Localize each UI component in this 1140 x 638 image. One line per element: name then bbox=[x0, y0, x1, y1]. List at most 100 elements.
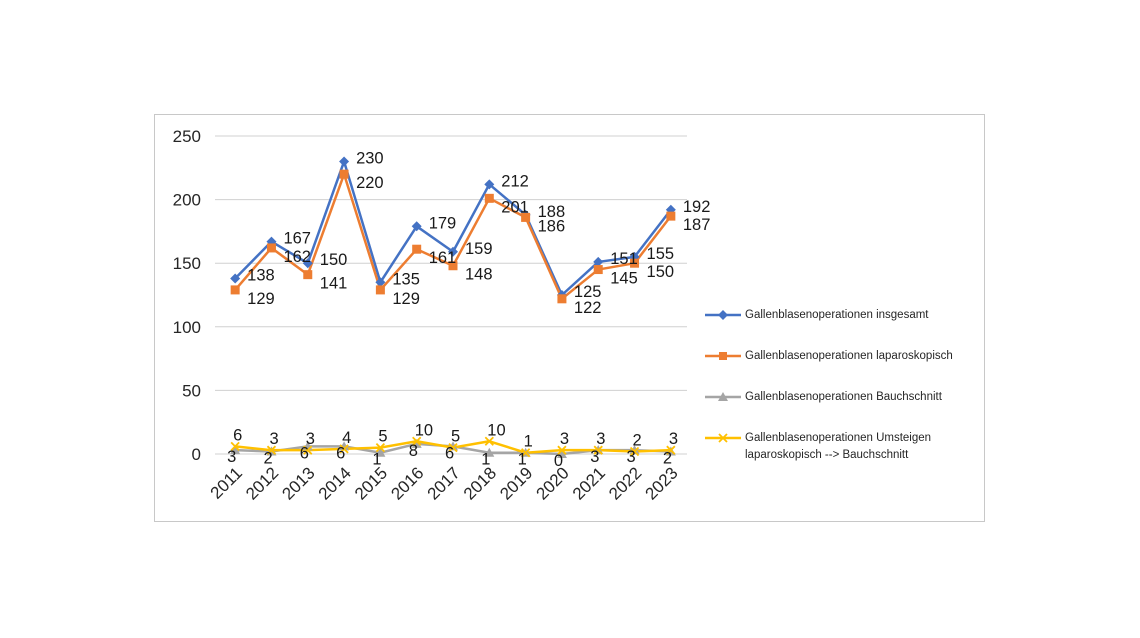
data-label: 201 bbox=[501, 198, 529, 216]
data-point-square bbox=[339, 169, 349, 179]
data-point-square bbox=[666, 211, 676, 221]
legend-symbol-square bbox=[705, 352, 741, 360]
data-point-triangle bbox=[375, 447, 386, 457]
y-tick-label: 150 bbox=[173, 254, 201, 273]
data-point-triangle bbox=[448, 441, 458, 451]
data-point-x bbox=[448, 443, 458, 453]
x-tick-label: 2012 bbox=[242, 463, 282, 503]
data-point-x bbox=[557, 445, 567, 455]
data-point-triangle bbox=[556, 449, 567, 458]
data-point-x bbox=[375, 443, 386, 453]
y-tick-label: 50 bbox=[182, 381, 201, 400]
data-label: 155 bbox=[647, 245, 675, 263]
data-point-diamond bbox=[339, 156, 350, 167]
data-label: 162 bbox=[283, 248, 311, 266]
data-point-x bbox=[230, 441, 240, 452]
data-point-triangle bbox=[411, 438, 422, 448]
legend-symbol-triangle bbox=[705, 392, 741, 401]
x-tick-label: 2019 bbox=[496, 463, 536, 503]
data-label: 1 bbox=[481, 451, 490, 469]
data-label: 187 bbox=[683, 216, 711, 234]
data-label: 2 bbox=[663, 449, 672, 467]
data-point-square bbox=[557, 294, 567, 304]
data-label: 3 bbox=[227, 448, 236, 466]
chart-legend: Gallenblasenoperationen insgesamt Gallen… bbox=[703, 307, 953, 488]
data-point-triangle bbox=[484, 447, 495, 457]
data-label: 3 bbox=[627, 448, 636, 466]
data-label: 122 bbox=[574, 299, 602, 317]
data-label: 4 bbox=[342, 429, 351, 447]
x-tick-label: 2015 bbox=[351, 463, 391, 503]
legend-item-umsteigen: Gallenblasenoperationen Umsteigen laparo… bbox=[703, 430, 953, 464]
data-point-diamond bbox=[411, 221, 422, 232]
data-label: 220 bbox=[356, 174, 384, 192]
data-point-x bbox=[303, 445, 313, 455]
x-tick-label: 2017 bbox=[424, 463, 464, 503]
data-point-square bbox=[303, 270, 313, 280]
legend-item-insgesamt: Gallenblasenoperationen insgesamt bbox=[703, 307, 953, 324]
data-label: 138 bbox=[247, 266, 275, 284]
x-tick-label: 2023 bbox=[641, 463, 681, 503]
data-point-diamond bbox=[302, 258, 313, 269]
chart-frame: 0 50 100 150 200 250 2011 2012 2013 2014 2015 2016… bbox=[154, 114, 985, 522]
x-tick-label: 2014 bbox=[315, 463, 355, 503]
data-label: 3 bbox=[306, 430, 315, 448]
data-label: 192 bbox=[683, 198, 711, 216]
y-tick-label: 0 bbox=[192, 445, 201, 464]
data-label: 3 bbox=[669, 430, 678, 448]
data-label: 159 bbox=[465, 240, 493, 258]
data-label: 1 bbox=[524, 433, 533, 451]
data-label: 0 bbox=[554, 452, 563, 470]
x-tick-label: 2011 bbox=[207, 463, 246, 502]
data-label: 135 bbox=[392, 270, 420, 288]
data-label: 141 bbox=[320, 275, 348, 293]
data-label: 3 bbox=[590, 448, 599, 466]
data-label: 161 bbox=[429, 249, 457, 267]
data-label: 6 bbox=[233, 426, 242, 444]
legend-label: Gallenblasenoperationen Umsteigen laparo… bbox=[745, 432, 932, 461]
data-point-x bbox=[484, 436, 494, 446]
data-label: 150 bbox=[647, 263, 675, 281]
data-label: 145 bbox=[610, 270, 638, 288]
x-tick-label: 2016 bbox=[387, 463, 427, 503]
data-point-x bbox=[666, 445, 676, 455]
data-label: 150 bbox=[320, 251, 348, 269]
data-label: 2 bbox=[263, 449, 272, 467]
data-point-x bbox=[629, 446, 640, 457]
data-label: 2 bbox=[633, 431, 642, 449]
data-label: 1 bbox=[518, 451, 527, 469]
data-point-diamond bbox=[448, 246, 458, 257]
data-point-square bbox=[266, 243, 276, 253]
data-label: 6 bbox=[445, 444, 454, 462]
data-label: 5 bbox=[378, 428, 387, 446]
data-point-square bbox=[593, 265, 603, 275]
data-label: 129 bbox=[247, 290, 275, 308]
data-label: 3 bbox=[560, 430, 569, 448]
data-point-diamond bbox=[375, 277, 386, 288]
data-point-x bbox=[593, 445, 603, 455]
data-point-square bbox=[412, 244, 422, 254]
data-label: 5 bbox=[451, 428, 460, 446]
x-tick-label: 2021 bbox=[569, 463, 609, 503]
data-label: 6 bbox=[300, 444, 309, 462]
legend-label: Gallenblasenoperationen Bauchschnitt bbox=[745, 391, 942, 403]
data-label: 129 bbox=[392, 290, 420, 308]
data-point-square bbox=[630, 258, 640, 268]
data-label: 6 bbox=[336, 444, 345, 462]
data-label: 1 bbox=[372, 451, 381, 469]
data-point-triangle bbox=[230, 445, 241, 455]
data-point-x bbox=[412, 436, 422, 446]
data-point-x bbox=[520, 448, 531, 458]
x-tick-label: 2022 bbox=[605, 463, 645, 503]
data-label: 230 bbox=[356, 149, 384, 167]
data-point-diamond bbox=[593, 256, 604, 267]
data-point-diamond bbox=[230, 273, 241, 284]
data-label: 212 bbox=[501, 172, 529, 190]
legend-symbol-diamond bbox=[705, 310, 741, 320]
data-point-square bbox=[375, 285, 385, 295]
data-label: 167 bbox=[283, 230, 311, 248]
data-point-diamond bbox=[484, 179, 495, 190]
data-point-triangle bbox=[339, 441, 350, 451]
data-point-x bbox=[339, 444, 349, 454]
y-tick-label: 200 bbox=[173, 191, 201, 210]
